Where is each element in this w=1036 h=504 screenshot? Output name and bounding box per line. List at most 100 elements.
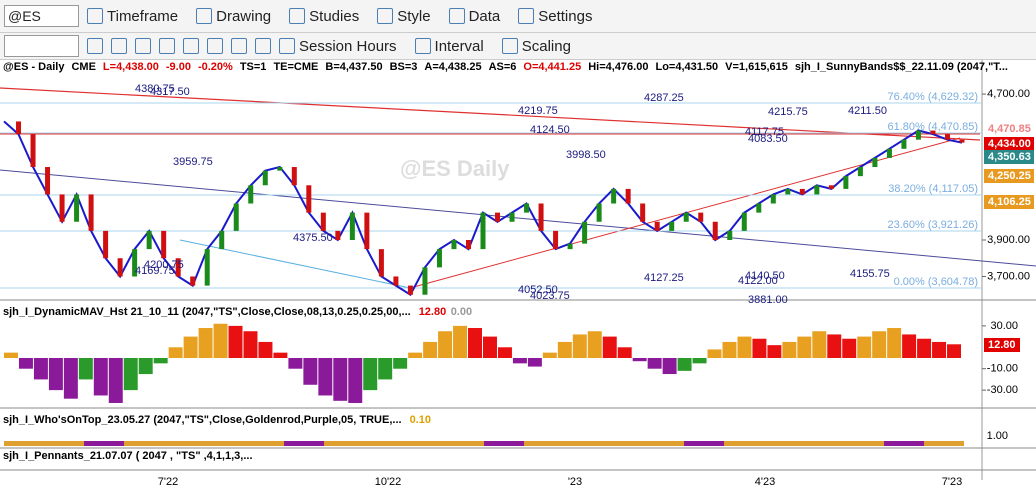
toolbar-button[interactable]: Data <box>468 7 501 25</box>
icon[interactable] <box>255 38 271 54</box>
value-box <box>984 150 1034 164</box>
stripe <box>44 441 84 446</box>
candle <box>843 176 849 189</box>
price-annotation: 4155.75 <box>850 268 890 280</box>
candle <box>625 188 631 204</box>
histogram-bar <box>483 336 497 358</box>
stripe <box>84 441 124 446</box>
stripe <box>884 441 924 446</box>
candle <box>828 185 834 189</box>
toolbar-button[interactable]: Settings <box>538 7 593 25</box>
toolbar-icon[interactable] <box>279 38 295 54</box>
toolbar-button[interactable]: Timeframe <box>107 7 179 25</box>
icon[interactable] <box>183 38 199 54</box>
candle <box>640 203 646 222</box>
candle <box>175 258 181 277</box>
candle <box>582 221 588 244</box>
candle <box>161 230 167 259</box>
toolbar-button[interactable]: Studies <box>309 7 360 25</box>
candle <box>335 230 341 240</box>
candle <box>190 276 196 286</box>
toolbar-icon[interactable] <box>501 38 518 54</box>
chart: @ES Daily @ES - Daily CME L=4,438.00 -9.00-… <box>0 60 1036 504</box>
candle <box>872 157 878 168</box>
stripe <box>684 441 724 446</box>
fib-label: 0.00% (3,604.78) <box>894 276 978 288</box>
price-annotation: 4023.75 <box>530 290 570 302</box>
toolbar-button[interactable]: Interval <box>434 37 484 55</box>
histogram-bar <box>767 345 782 358</box>
panel-title: sjh_I_DynamicMAV_Hst 21_10_11 (2047,"TS"… <box>3 306 411 318</box>
y-tick-label: -30.00 <box>987 384 1018 396</box>
y-tick-label: 30.00 <box>990 320 1018 332</box>
x-tick-label: 7'23 <box>942 476 962 488</box>
histogram-bar <box>692 357 707 364</box>
histogram-bar <box>393 357 408 369</box>
candle <box>436 249 442 268</box>
histogram-bar <box>797 336 812 358</box>
histogram-bar <box>4 352 18 358</box>
histogram-bar <box>48 357 63 391</box>
icon[interactable] <box>87 38 103 54</box>
toolbar-icon[interactable] <box>87 8 103 24</box>
stripe <box>284 441 324 446</box>
stripe <box>484 441 524 446</box>
candle <box>117 258 123 277</box>
price-annotation: 4124.50 <box>530 124 570 136</box>
watermark: @ES Daily <box>400 156 510 181</box>
toolbar-icon[interactable] <box>196 8 213 24</box>
candle <box>480 212 486 250</box>
toolbar-button[interactable]: Drawing <box>216 7 272 25</box>
toolbar-button[interactable]: Session Hours <box>299 37 397 55</box>
candle <box>524 203 530 213</box>
toolbar-icon[interactable] <box>289 8 306 24</box>
candle <box>262 170 268 186</box>
histogram-bar <box>168 347 183 358</box>
histogram-bar <box>617 347 632 358</box>
candle <box>306 185 312 213</box>
value-box-label: 4,434.00 <box>988 138 1031 150</box>
price-annotation: 4287.25 <box>644 92 684 104</box>
candle <box>233 203 239 231</box>
histogram-bar <box>497 347 512 358</box>
icon[interactable] <box>159 38 175 54</box>
candle <box>378 249 384 277</box>
histogram-bar <box>318 357 333 396</box>
icon[interactable] <box>207 38 223 54</box>
stripe <box>164 441 204 446</box>
histogram-bar <box>93 357 108 396</box>
toolbar-icon[interactable] <box>414 38 431 54</box>
panel-title: sjh_I_Who'sOnTop_23.05.27 (2047,"TS",Clo… <box>3 414 402 426</box>
toolbar-icon[interactable] <box>518 8 535 24</box>
toolbar-icon[interactable] <box>377 8 394 24</box>
icon[interactable] <box>231 38 247 54</box>
toolbar-button[interactable]: Style <box>397 7 431 25</box>
histogram-bar <box>572 334 587 358</box>
candle <box>16 121 22 135</box>
value-box <box>984 338 1020 352</box>
histogram-bar <box>902 334 917 358</box>
y-tick-label: -10.00 <box>987 363 1018 375</box>
histogram-bar <box>917 338 932 358</box>
histogram-bar <box>647 357 662 369</box>
candle <box>959 139 965 143</box>
header-item: V=1,615,615 <box>725 61 788 73</box>
panel-value: 0.00 <box>451 306 472 318</box>
symbol-box[interactable]: @ES <box>4 5 79 27</box>
input-box[interactable] <box>4 35 79 57</box>
candle <box>451 239 457 250</box>
histogram-bar <box>18 357 33 369</box>
toolbar-icon[interactable] <box>448 8 465 24</box>
histogram-bar <box>602 336 617 358</box>
candle <box>538 203 544 231</box>
value-box-label: 4,250.25 <box>988 170 1031 182</box>
stripe <box>124 441 164 446</box>
stripe <box>404 441 444 446</box>
x-tick-label: 4'23 <box>755 476 775 488</box>
icon[interactable] <box>135 38 151 54</box>
icon[interactable] <box>111 38 127 54</box>
y-tick-label: 3,700.00 <box>987 270 1030 282</box>
candle <box>741 212 747 231</box>
toolbar-button[interactable]: Scaling <box>521 37 571 55</box>
